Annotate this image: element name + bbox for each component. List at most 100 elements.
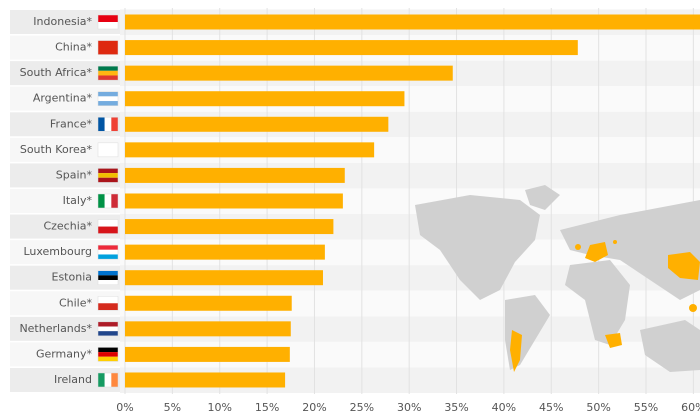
flag-border [97, 244, 119, 260]
bar [125, 116, 389, 132]
x-tick-label: 30% [397, 401, 421, 414]
bar [125, 219, 334, 235]
category-label: Spain* [56, 168, 93, 181]
flag-stripe [98, 270, 118, 276]
flag-stripe [104, 117, 112, 132]
bar [125, 193, 343, 209]
flag-stripe [98, 177, 118, 183]
flag-stripe [98, 226, 118, 234]
flag-stripe [98, 245, 118, 250]
flag-stripe [104, 372, 112, 387]
flag-stripe [98, 142, 118, 157]
category-label: Indonesia* [33, 15, 92, 28]
flag-stripe [98, 326, 118, 332]
flag-border [97, 168, 119, 183]
flag-border [97, 347, 119, 362]
category-label: Czechia* [43, 220, 92, 233]
x-tick-label: 45% [539, 401, 563, 414]
world-map [415, 185, 700, 372]
bar [125, 65, 453, 81]
x-tick-label: 60% [681, 401, 700, 414]
x-tick-label: 25% [350, 401, 374, 414]
flag-stripe [98, 91, 118, 97]
flag-stripe [98, 296, 118, 304]
bar [125, 40, 578, 56]
flag-stripe [98, 321, 118, 327]
flag-stripe [98, 40, 118, 55]
category-label: Estonia [52, 271, 93, 284]
flag-stripe [98, 66, 118, 71]
flag-border [97, 296, 119, 311]
flag-border [97, 193, 119, 209]
bar [125, 14, 700, 30]
flag-stripe [98, 352, 118, 357]
flag-stripe [98, 254, 118, 260]
category-label: South Korea* [20, 143, 93, 156]
category-label: South Africa* [20, 66, 93, 79]
category-label: France* [50, 117, 93, 130]
flag-border [97, 372, 119, 388]
flag-border [97, 270, 119, 285]
flag-border [97, 117, 119, 132]
category-label: Ireland [54, 373, 92, 386]
flag-stripe [104, 193, 112, 208]
flag-stripe [98, 280, 118, 285]
x-tick-label: 10% [208, 401, 232, 414]
flag-stripe [111, 372, 118, 387]
flag-stripe [98, 331, 118, 336]
flag-stripe [98, 173, 118, 178]
x-tick-label: 35% [444, 401, 468, 414]
bar [125, 167, 345, 183]
labels: 0% 5% 10% 15% 20% 25% 30% 35% 40% 45% 50% 55% 60% Ind… [19, 14, 700, 414]
category-label: Germany* [36, 347, 93, 360]
x-tick-label: 40% [492, 401, 516, 414]
flag-stripe [98, 303, 118, 311]
x-tick-label: 55% [634, 401, 658, 414]
category-label: Netherlands* [19, 322, 92, 335]
x-tick-label: 50% [586, 401, 610, 414]
flag-stripe [98, 249, 118, 255]
highlighted-countries [510, 240, 700, 372]
flag-border [97, 91, 119, 106]
flag-border [97, 14, 119, 30]
bar [125, 91, 405, 107]
flag-stripe [98, 372, 105, 387]
flag-stripe [98, 75, 118, 81]
bar [125, 372, 286, 388]
x-tick-label: 5% [164, 401, 181, 414]
bar [125, 295, 292, 311]
flag-stripe [98, 117, 105, 132]
flag-border [97, 142, 119, 158]
flag-border [97, 40, 119, 55]
category-label: China* [55, 41, 92, 54]
flag-stripe [98, 22, 118, 29]
x-tick-label: 0% [116, 401, 133, 414]
flag-stripe [98, 347, 118, 353]
bars [125, 14, 700, 388]
flag-stripe [98, 168, 118, 174]
flag-stripe [111, 117, 118, 132]
x-tick-label: 20% [302, 401, 326, 414]
bar [125, 321, 291, 337]
flag-stripe [111, 193, 118, 208]
flag-stripe [98, 96, 118, 102]
category-label: Chile* [59, 296, 93, 309]
flag-stripe [98, 193, 105, 208]
x-tick-label: 15% [255, 401, 279, 414]
category-label: Italy* [63, 194, 93, 207]
flag-stripe [98, 101, 118, 106]
bar [125, 244, 325, 260]
flag-stripe [98, 70, 118, 76]
category-label: Argentina* [33, 92, 93, 105]
category-label: Luxembourg [23, 245, 92, 258]
flag-stripe [98, 219, 118, 227]
flag-stripe [98, 15, 118, 22]
bar [125, 270, 323, 286]
bar [125, 142, 375, 158]
flag-border [97, 321, 119, 337]
bar [125, 346, 290, 362]
flag-stripe [98, 275, 118, 281]
flag-border [97, 219, 119, 234]
flag-stripe [98, 356, 118, 362]
